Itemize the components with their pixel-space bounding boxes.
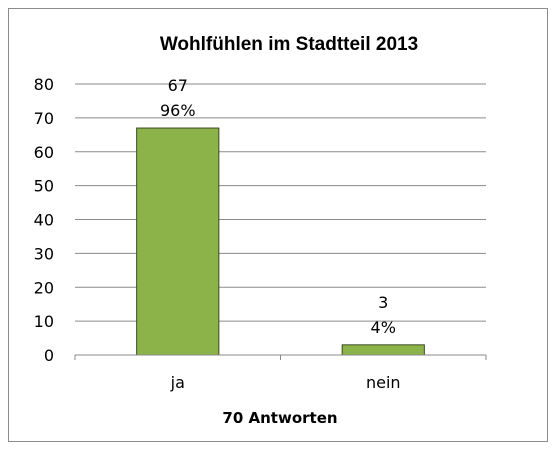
- x-axis: [74, 354, 487, 360]
- data-label-value: 67: [168, 76, 188, 95]
- category-labels: ja nein: [170, 373, 401, 392]
- x-axis-title: 70 Antworten: [222, 409, 337, 427]
- y-tick-label: 70: [34, 109, 54, 128]
- y-tick-label: 50: [34, 177, 54, 196]
- bars: [136, 127, 425, 356]
- data-label-percent: 4%: [371, 318, 396, 337]
- bar-ja: [136, 127, 220, 356]
- y-tick-label: 0: [44, 346, 54, 365]
- data-label-percent: 96%: [160, 101, 196, 120]
- y-tick-label: 40: [34, 211, 54, 230]
- y-tick-label: 10: [34, 312, 54, 331]
- chart-title: Wohlfühlen im Stadtteil 2013: [160, 34, 418, 55]
- y-tick-label: 80: [34, 75, 54, 94]
- y-tick-label: 60: [34, 143, 54, 162]
- data-labels: 67 96% 3 4%: [160, 76, 396, 337]
- category-label: ja: [170, 373, 185, 392]
- category-label: nein: [366, 373, 401, 392]
- y-tick-label: 20: [34, 278, 54, 297]
- y-tick-label: 30: [34, 244, 54, 263]
- bar-nein: [341, 344, 425, 356]
- chart-frame: [8, 8, 548, 442]
- data-label-value: 3: [378, 293, 388, 312]
- y-axis-ticks: 0 10 20 30 40 50 60 70 80: [34, 75, 54, 365]
